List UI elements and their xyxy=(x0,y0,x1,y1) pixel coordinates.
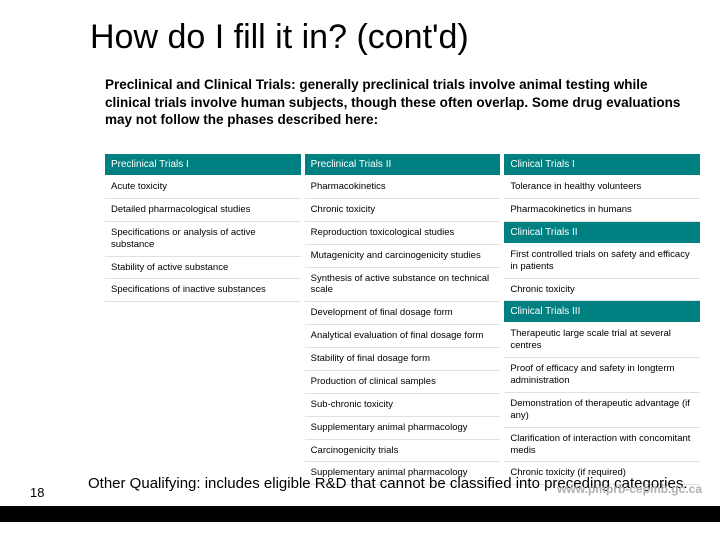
table-row: Detailed pharmacological studies xyxy=(105,199,301,222)
table-row: Synthesis of active substance on technic… xyxy=(305,268,501,303)
table-row: Specifications of inactive substances xyxy=(105,279,301,302)
slide-title: How do I fill it in? (cont'd) xyxy=(90,18,469,57)
table-row: Pharmacokinetics in humans xyxy=(504,199,700,222)
intro-paragraph: Preclinical and Clinical Trials: general… xyxy=(105,76,695,129)
table-row: Chronic toxicity xyxy=(504,279,700,302)
table-row: Mutagenicity and carcinogenicity studies xyxy=(305,245,501,268)
table-row: Proof of efficacy and safety in longterm… xyxy=(504,358,700,393)
table-row: Tolerance in healthy volunteers xyxy=(504,176,700,199)
table-row: Sub-chronic toxicity xyxy=(305,394,501,417)
col1-header: Preclinical Trials I xyxy=(105,154,301,176)
footer-bar xyxy=(0,506,720,522)
table-row: First controlled trials on safety and ef… xyxy=(504,244,700,279)
table-row: Development of final dosage form xyxy=(305,302,501,325)
table-row: Supplementary animal pharmacology xyxy=(305,417,501,440)
col3-header-3: Clinical Trials III xyxy=(504,301,700,323)
column-preclinical-2: Preclinical Trials II Pharmacokinetics C… xyxy=(305,154,501,485)
table-row: Clarification of interaction with concom… xyxy=(504,428,700,463)
table-row: Pharmacokinetics xyxy=(305,176,501,199)
table-row: Chronic toxicity xyxy=(305,199,501,222)
table-row: Reproduction toxicological studies xyxy=(305,222,501,245)
footer-url: www.pmprb-cepmb.gc.ca xyxy=(557,482,702,496)
table-row: Analytical evaluation of final dosage fo… xyxy=(305,325,501,348)
column-preclinical-1: Preclinical Trials I Acute toxicity Deta… xyxy=(105,154,301,485)
col3-header-2: Clinical Trials II xyxy=(504,222,700,244)
col2-header: Preclinical Trials II xyxy=(305,154,501,176)
page-number: 18 xyxy=(30,485,44,500)
table-row: Carcinogenicity trials xyxy=(305,440,501,463)
table-row: Stability of active substance xyxy=(105,257,301,280)
table-row: Stability of final dosage form xyxy=(305,348,501,371)
slide: How do I fill it in? (cont'd) Preclinica… xyxy=(0,0,720,540)
table-row: Specifications or analysis of active sub… xyxy=(105,222,301,257)
trials-tables: Preclinical Trials I Acute toxicity Deta… xyxy=(105,154,700,485)
table-row: Therapeutic large scale trial at several… xyxy=(504,323,700,358)
table-row: Production of clinical samples xyxy=(305,371,501,394)
table-row: Acute toxicity xyxy=(105,176,301,199)
col3-header-1: Clinical Trials I xyxy=(504,154,700,176)
table-row: Demonstration of therapeutic advantage (… xyxy=(504,393,700,428)
column-clinical: Clinical Trials I Tolerance in healthy v… xyxy=(504,154,700,485)
